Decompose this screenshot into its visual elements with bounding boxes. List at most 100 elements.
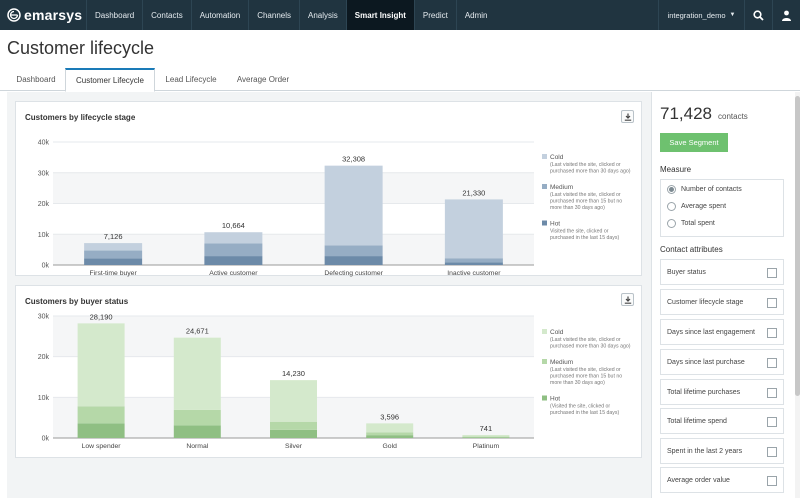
buyer-status-chart-title: Customers by buyer status [25, 297, 129, 306]
download-icon [624, 296, 631, 304]
legend-label: Cold [550, 329, 564, 336]
checkbox[interactable] [767, 476, 777, 486]
legend-description: (Last visited the site, clicked or [550, 162, 621, 168]
attribute-days-since-last-purchase[interactable]: Days since last purchase [660, 349, 784, 375]
measure-option-number-of-contacts[interactable]: Number of contacts [667, 185, 742, 194]
nav-predict[interactable]: Predict [413, 0, 456, 30]
measure-label: Measure [660, 165, 692, 174]
attribute-label: Days since last purchase [667, 358, 745, 366]
legend-description: purchased more than 15 but no [550, 374, 622, 380]
bar-segment-cold [173, 337, 221, 410]
user-name: integration_demo [667, 10, 726, 20]
tab-lead-lifecycle[interactable]: Lead Lifecycle [165, 75, 217, 84]
bar-segment-medium [204, 243, 263, 257]
checkbox[interactable] [767, 298, 777, 308]
measure-option-label: Average spent [681, 203, 727, 210]
bar-segment-hot [84, 258, 143, 265]
legend-label: Hot [550, 396, 560, 403]
bar-segment-hot [204, 256, 263, 265]
bar-segment-medium [84, 250, 143, 259]
tab-dashboard[interactable]: Dashboard [16, 75, 56, 84]
tab-average-order[interactable]: Average Order [236, 75, 290, 84]
legend-label: Medium [550, 359, 573, 366]
grid-band [53, 316, 534, 357]
measure-option-average-spent[interactable]: Average spent [667, 202, 726, 211]
bar-segment-hot [324, 256, 383, 265]
legend-swatch-medium [542, 184, 547, 189]
legend-description: purchased more than 30 days ago) [550, 344, 631, 350]
bar-segment-medium [366, 432, 414, 436]
emarsys-logo[interactable]: emarsys [0, 0, 86, 30]
nav-smart-insight[interactable]: Smart Insight [345, 0, 414, 30]
x-tick-label: Defecting customer [324, 270, 383, 277]
bar-segment-medium [324, 245, 383, 257]
contacts-label: contacts [718, 112, 748, 121]
user-profile-button[interactable] [772, 0, 800, 30]
bar-segment-hot [444, 262, 503, 265]
nav-dashboard[interactable]: Dashboard [86, 0, 142, 30]
legend-swatch-hot [542, 220, 547, 226]
attribute-customer-lifecycle-stage[interactable]: Customer lifecycle stage [660, 289, 784, 315]
contact-attributes-label: Contact attributes [660, 245, 723, 254]
legend-label: Medium [550, 184, 573, 191]
scrollbar-thumb[interactable] [795, 96, 800, 396]
download-button[interactable] [621, 110, 634, 123]
lifecycle-bar-chart: 0k 10k 20k 30k 40k 7,126 First-time buyer 10,66… [38, 140, 631, 278]
attribute-spent-last-2-years[interactable]: Spent in the last 2 years [660, 438, 784, 464]
attribute-total-lifetime-purchases[interactable]: Total lifetime purchases [660, 379, 784, 405]
checkbox[interactable] [767, 358, 777, 368]
lifecycle-chart-panel: Customers by lifecycle stage 0k 10k 20k 30k… [15, 101, 642, 278]
y-tick-label: 10k [38, 395, 50, 402]
bar-total-label: 741 [480, 424, 493, 433]
x-tick-label: Silver [285, 443, 303, 450]
download-button[interactable] [621, 293, 634, 306]
radio-icon [667, 219, 676, 228]
search-button[interactable] [744, 0, 772, 30]
logo-text: emarsys [24, 7, 83, 23]
legend-label: Cold [550, 154, 564, 161]
nav-analysis[interactable]: Analysis [299, 0, 346, 30]
bar-segment-hot [462, 437, 510, 438]
attribute-buyer-status[interactable]: Buyer status [660, 259, 784, 285]
tab-customer-lifecycle[interactable]: Customer Lifecycle [65, 68, 155, 92]
checkbox[interactable] [767, 328, 777, 338]
nav-channels[interactable]: Channels [248, 0, 299, 30]
bar-segment-cold [462, 434, 510, 437]
bar-segment-medium [462, 436, 510, 438]
y-tick-label: 20k [38, 354, 50, 361]
nav-automation[interactable]: Automation [190, 0, 248, 30]
bar-segment-medium [444, 258, 503, 263]
bar-segment-hot [366, 435, 414, 438]
checkbox[interactable] [767, 447, 777, 457]
buyer-status-bar-chart: 0k 10k 20k 30k 28,190 Low spender 24,671 Normal… [38, 312, 631, 450]
nav-admin[interactable]: Admin [455, 0, 496, 30]
bar-segment-cold [444, 199, 503, 259]
legend-swatch-hot [542, 395, 547, 401]
y-tick-label: 30k [38, 170, 50, 177]
checkbox[interactable] [767, 268, 777, 278]
measure-option-label: Total spent [681, 220, 715, 227]
scrollbar[interactable] [795, 92, 800, 498]
attribute-label: Buyer status [667, 268, 706, 276]
radio-icon [667, 202, 676, 211]
attribute-average-order-value[interactable]: Average order value [660, 467, 784, 493]
checkbox[interactable] [767, 417, 777, 427]
nav-contacts[interactable]: Contacts [142, 0, 191, 30]
bar-total-label: 7,126 [104, 232, 123, 241]
x-tick-label: Low spender [82, 443, 122, 450]
logo-icon [7, 8, 21, 22]
attribute-days-since-last-engagement[interactable]: Days since last engagement [660, 319, 784, 345]
checkbox[interactable] [767, 388, 777, 398]
contacts-count: 71,428 [660, 104, 712, 123]
measure-option-total-spent[interactable]: Total spent [667, 219, 715, 228]
attribute-label: Total lifetime purchases [667, 388, 741, 396]
attribute-total-lifetime-spend[interactable]: Total lifetime spend [660, 408, 784, 434]
user-menu[interactable]: integration_demo ▼ [658, 0, 744, 30]
bar-total-label: 10,664 [222, 221, 245, 230]
attribute-label: Customer lifecycle stage [667, 298, 744, 306]
bar-segment-cold [270, 380, 317, 422]
legend-description: (Last visited the site, clicked or [550, 337, 621, 343]
save-segment-button[interactable]: Save Segment [660, 133, 728, 152]
top-navigation: emarsys Dashboard Contacts Automation Ch… [0, 0, 800, 30]
bar-segment-hot [270, 429, 317, 438]
